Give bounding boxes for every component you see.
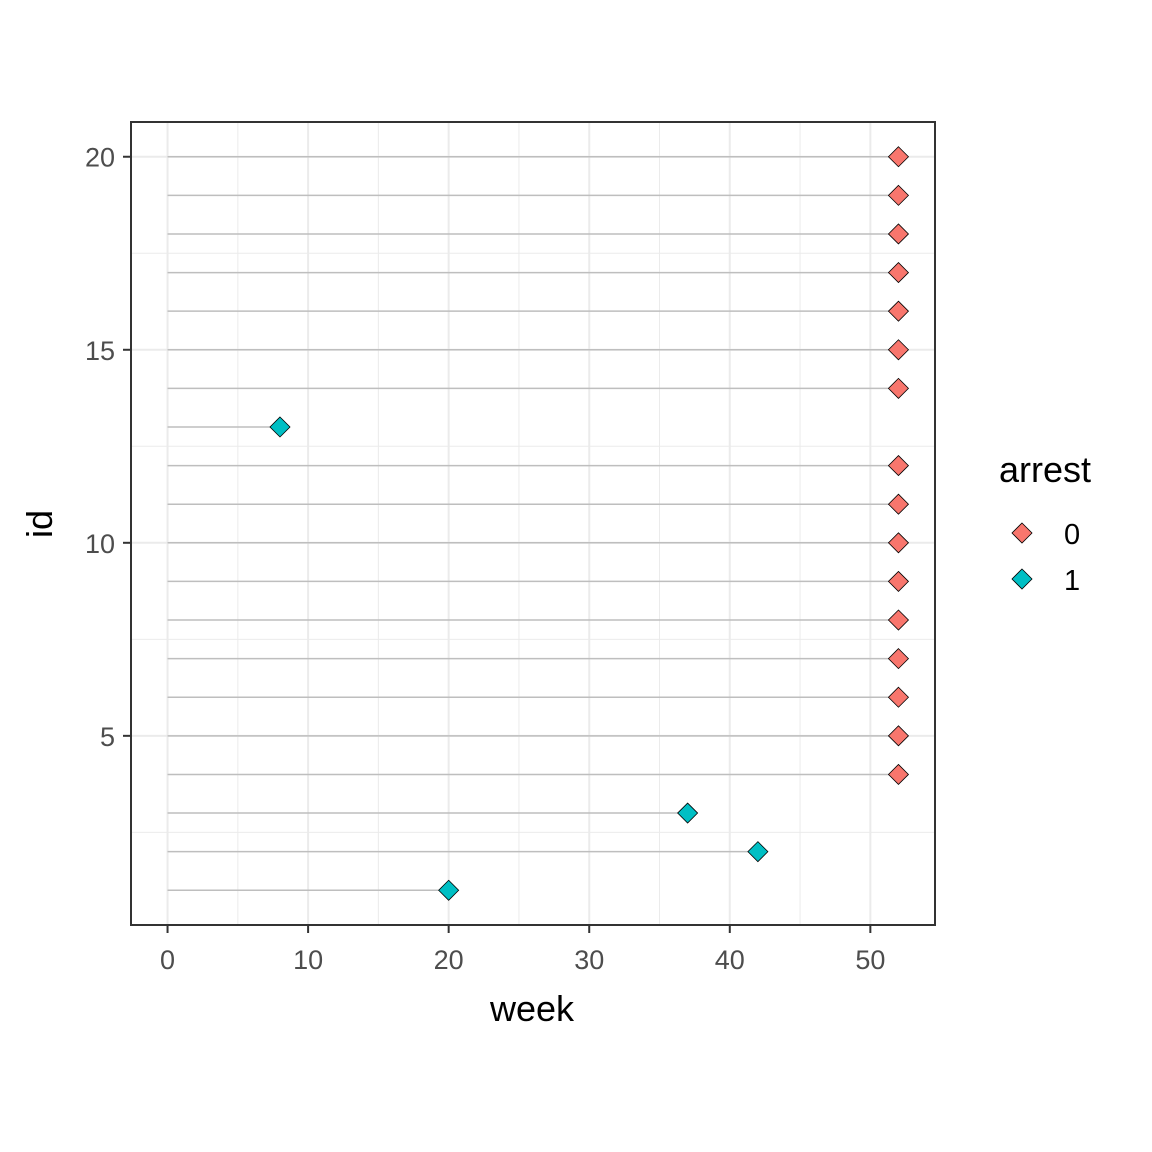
legend-title: arrest: [999, 449, 1091, 490]
y-tick-label: 20: [85, 143, 115, 173]
data-point: [887, 300, 910, 322]
y-axis: 5 10 15 20: [85, 143, 131, 752]
data-point: [887, 223, 910, 245]
data-point: [887, 184, 910, 206]
minor-gridlines: [131, 122, 935, 925]
x-axis: 0 10 20 30 40 50: [160, 925, 885, 975]
y-tick-label: 10: [85, 529, 115, 559]
x-tick-label: 40: [715, 945, 745, 975]
segments: [167, 155, 899, 892]
panel-border: [130, 121, 936, 926]
data-point: [747, 841, 769, 863]
x-axis-title: week: [489, 988, 575, 1029]
x-tick-label: 30: [574, 945, 604, 975]
data-point: [887, 146, 910, 168]
data-point: [887, 455, 910, 477]
data-point: [887, 339, 910, 361]
data-point: [887, 532, 910, 554]
y-tick-label: 5: [100, 722, 115, 752]
x-tick-label: 50: [855, 945, 885, 975]
legend: arrest 0 1: [999, 449, 1091, 597]
data-point: [887, 725, 910, 747]
y-axis-title: id: [19, 510, 60, 538]
legend-label: 0: [1064, 519, 1080, 551]
data-point: [887, 763, 910, 786]
data-point: [887, 648, 910, 670]
x-tick-label: 20: [434, 945, 464, 975]
x-tick-label: 10: [293, 945, 323, 975]
data-point: [887, 261, 910, 284]
data-point: [677, 802, 699, 824]
legend-key: [1011, 568, 1033, 590]
x-tick-label: 0: [160, 945, 175, 975]
points: [269, 146, 910, 901]
data-point: [887, 493, 910, 515]
data-point: [438, 879, 460, 901]
plot-panel: [131, 122, 935, 925]
data-point: [887, 570, 910, 592]
data-point: [887, 686, 910, 708]
legend-label: 1: [1064, 565, 1080, 597]
data-point: [887, 609, 910, 631]
data-point: [269, 416, 291, 438]
legend-key: [1011, 522, 1033, 544]
y-tick-label: 15: [85, 336, 115, 366]
data-point: [887, 377, 910, 399]
